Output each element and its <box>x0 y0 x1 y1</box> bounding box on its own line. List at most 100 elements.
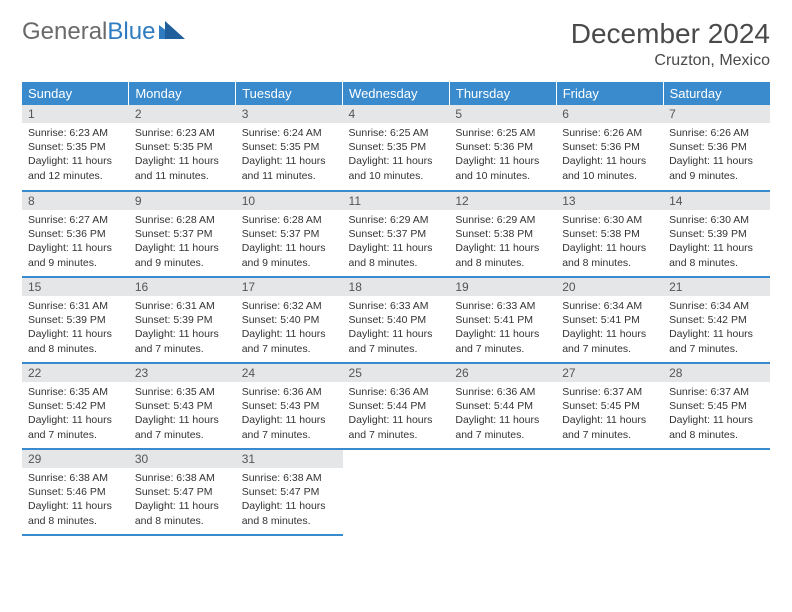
calendar-cell: 11Sunrise: 6:29 AMSunset: 5:37 PMDayligh… <box>343 191 450 277</box>
weekday-header: Friday <box>556 82 663 105</box>
day-number: 5 <box>449 105 556 123</box>
day-details: Sunrise: 6:29 AMSunset: 5:38 PMDaylight:… <box>449 210 556 276</box>
calendar-cell: 28Sunrise: 6:37 AMSunset: 5:45 PMDayligh… <box>663 363 770 449</box>
day-number: 29 <box>22 450 129 468</box>
day-details: Sunrise: 6:30 AMSunset: 5:39 PMDaylight:… <box>663 210 770 276</box>
calendar-cell: 30Sunrise: 6:38 AMSunset: 5:47 PMDayligh… <box>129 449 236 535</box>
calendar-cell: 29Sunrise: 6:38 AMSunset: 5:46 PMDayligh… <box>22 449 129 535</box>
day-details: Sunrise: 6:26 AMSunset: 5:36 PMDaylight:… <box>663 123 770 189</box>
calendar-cell <box>449 449 556 535</box>
logo-text-general: General <box>22 18 107 46</box>
calendar-cell: 3Sunrise: 6:24 AMSunset: 5:35 PMDaylight… <box>236 105 343 191</box>
calendar-cell: 12Sunrise: 6:29 AMSunset: 5:38 PMDayligh… <box>449 191 556 277</box>
day-details: Sunrise: 6:27 AMSunset: 5:36 PMDaylight:… <box>22 210 129 276</box>
weekday-header: Thursday <box>449 82 556 105</box>
calendar-body: 1Sunrise: 6:23 AMSunset: 5:35 PMDaylight… <box>22 105 770 535</box>
calendar-week: 15Sunrise: 6:31 AMSunset: 5:39 PMDayligh… <box>22 277 770 363</box>
calendar-cell: 4Sunrise: 6:25 AMSunset: 5:35 PMDaylight… <box>343 105 450 191</box>
weekday-header: Sunday <box>22 82 129 105</box>
calendar-cell: 7Sunrise: 6:26 AMSunset: 5:36 PMDaylight… <box>663 105 770 191</box>
calendar-cell: 2Sunrise: 6:23 AMSunset: 5:35 PMDaylight… <box>129 105 236 191</box>
day-details: Sunrise: 6:34 AMSunset: 5:41 PMDaylight:… <box>556 296 663 362</box>
day-number: 16 <box>129 278 236 296</box>
day-number: 1 <box>22 105 129 123</box>
day-details: Sunrise: 6:38 AMSunset: 5:46 PMDaylight:… <box>22 468 129 534</box>
calendar-cell: 10Sunrise: 6:28 AMSunset: 5:37 PMDayligh… <box>236 191 343 277</box>
day-details: Sunrise: 6:33 AMSunset: 5:40 PMDaylight:… <box>343 296 450 362</box>
location-label: Cruzton, Mexico <box>571 52 770 70</box>
day-details: Sunrise: 6:28 AMSunset: 5:37 PMDaylight:… <box>236 210 343 276</box>
day-number: 30 <box>129 450 236 468</box>
calendar-cell <box>663 449 770 535</box>
calendar-cell: 24Sunrise: 6:36 AMSunset: 5:43 PMDayligh… <box>236 363 343 449</box>
calendar-head: SundayMondayTuesdayWednesdayThursdayFrid… <box>22 82 770 105</box>
day-details: Sunrise: 6:32 AMSunset: 5:40 PMDaylight:… <box>236 296 343 362</box>
day-details: Sunrise: 6:30 AMSunset: 5:38 PMDaylight:… <box>556 210 663 276</box>
calendar-cell: 9Sunrise: 6:28 AMSunset: 5:37 PMDaylight… <box>129 191 236 277</box>
day-details: Sunrise: 6:26 AMSunset: 5:36 PMDaylight:… <box>556 123 663 189</box>
day-details: Sunrise: 6:38 AMSunset: 5:47 PMDaylight:… <box>129 468 236 534</box>
calendar-week: 8Sunrise: 6:27 AMSunset: 5:36 PMDaylight… <box>22 191 770 277</box>
calendar-cell: 18Sunrise: 6:33 AMSunset: 5:40 PMDayligh… <box>343 277 450 363</box>
calendar-cell: 14Sunrise: 6:30 AMSunset: 5:39 PMDayligh… <box>663 191 770 277</box>
day-details: Sunrise: 6:25 AMSunset: 5:35 PMDaylight:… <box>343 123 450 189</box>
day-details: Sunrise: 6:28 AMSunset: 5:37 PMDaylight:… <box>129 210 236 276</box>
weekday-row: SundayMondayTuesdayWednesdayThursdayFrid… <box>22 82 770 105</box>
day-number: 31 <box>236 450 343 468</box>
day-details: Sunrise: 6:29 AMSunset: 5:37 PMDaylight:… <box>343 210 450 276</box>
header: GeneralBlue December 2024 Cruzton, Mexic… <box>22 18 770 70</box>
calendar-cell <box>556 449 663 535</box>
day-number: 6 <box>556 105 663 123</box>
calendar-cell: 16Sunrise: 6:31 AMSunset: 5:39 PMDayligh… <box>129 277 236 363</box>
weekday-header: Saturday <box>663 82 770 105</box>
calendar-cell: 8Sunrise: 6:27 AMSunset: 5:36 PMDaylight… <box>22 191 129 277</box>
logo-text-blue: Blue <box>107 18 155 46</box>
day-number: 22 <box>22 364 129 382</box>
calendar-cell: 17Sunrise: 6:32 AMSunset: 5:40 PMDayligh… <box>236 277 343 363</box>
calendar-cell: 13Sunrise: 6:30 AMSunset: 5:38 PMDayligh… <box>556 191 663 277</box>
calendar-cell: 21Sunrise: 6:34 AMSunset: 5:42 PMDayligh… <box>663 277 770 363</box>
calendar-cell: 19Sunrise: 6:33 AMSunset: 5:41 PMDayligh… <box>449 277 556 363</box>
calendar-cell: 27Sunrise: 6:37 AMSunset: 5:45 PMDayligh… <box>556 363 663 449</box>
day-number: 12 <box>449 192 556 210</box>
day-details: Sunrise: 6:34 AMSunset: 5:42 PMDaylight:… <box>663 296 770 362</box>
weekday-header: Monday <box>129 82 236 105</box>
day-number: 7 <box>663 105 770 123</box>
logo-triangle-icon <box>159 18 185 46</box>
day-number: 19 <box>449 278 556 296</box>
day-number: 25 <box>343 364 450 382</box>
day-number: 17 <box>236 278 343 296</box>
day-details: Sunrise: 6:37 AMSunset: 5:45 PMDaylight:… <box>663 382 770 448</box>
weekday-header: Wednesday <box>343 82 450 105</box>
day-details: Sunrise: 6:36 AMSunset: 5:44 PMDaylight:… <box>343 382 450 448</box>
logo: GeneralBlue <box>22 18 185 46</box>
day-details: Sunrise: 6:31 AMSunset: 5:39 PMDaylight:… <box>129 296 236 362</box>
day-number: 24 <box>236 364 343 382</box>
calendar-cell: 6Sunrise: 6:26 AMSunset: 5:36 PMDaylight… <box>556 105 663 191</box>
day-details: Sunrise: 6:23 AMSunset: 5:35 PMDaylight:… <box>22 123 129 189</box>
day-number: 15 <box>22 278 129 296</box>
day-number: 23 <box>129 364 236 382</box>
day-number: 14 <box>663 192 770 210</box>
day-number: 10 <box>236 192 343 210</box>
day-details: Sunrise: 6:35 AMSunset: 5:43 PMDaylight:… <box>129 382 236 448</box>
day-number: 27 <box>556 364 663 382</box>
day-number: 26 <box>449 364 556 382</box>
day-details: Sunrise: 6:35 AMSunset: 5:42 PMDaylight:… <box>22 382 129 448</box>
calendar-cell: 31Sunrise: 6:38 AMSunset: 5:47 PMDayligh… <box>236 449 343 535</box>
day-number: 3 <box>236 105 343 123</box>
calendar-cell: 23Sunrise: 6:35 AMSunset: 5:43 PMDayligh… <box>129 363 236 449</box>
calendar-cell: 22Sunrise: 6:35 AMSunset: 5:42 PMDayligh… <box>22 363 129 449</box>
day-details: Sunrise: 6:24 AMSunset: 5:35 PMDaylight:… <box>236 123 343 189</box>
day-details: Sunrise: 6:33 AMSunset: 5:41 PMDaylight:… <box>449 296 556 362</box>
calendar-cell: 1Sunrise: 6:23 AMSunset: 5:35 PMDaylight… <box>22 105 129 191</box>
calendar-table: SundayMondayTuesdayWednesdayThursdayFrid… <box>22 82 770 536</box>
calendar-cell <box>343 449 450 535</box>
month-title: December 2024 <box>571 18 770 50</box>
day-number: 4 <box>343 105 450 123</box>
day-details: Sunrise: 6:23 AMSunset: 5:35 PMDaylight:… <box>129 123 236 189</box>
day-details: Sunrise: 6:37 AMSunset: 5:45 PMDaylight:… <box>556 382 663 448</box>
day-number: 11 <box>343 192 450 210</box>
day-details: Sunrise: 6:36 AMSunset: 5:43 PMDaylight:… <box>236 382 343 448</box>
title-block: December 2024 Cruzton, Mexico <box>571 18 770 70</box>
